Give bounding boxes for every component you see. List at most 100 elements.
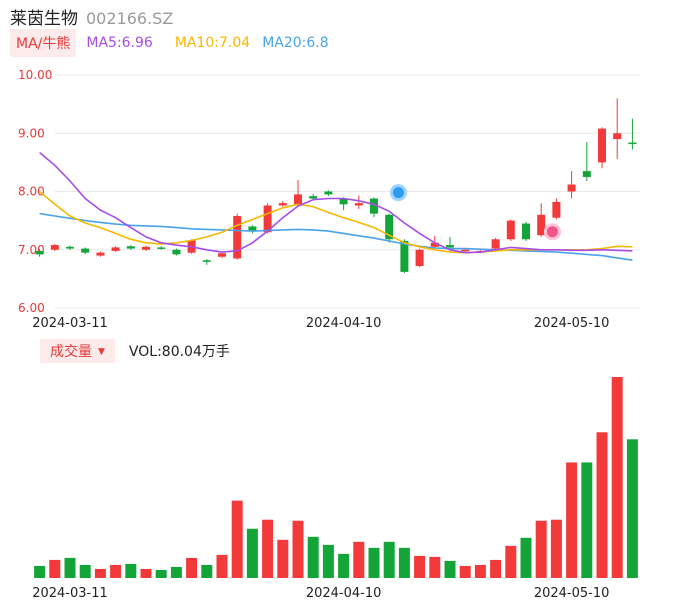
candle-body (537, 214, 546, 236)
volume-legend: 成交量 ▼ VOL:80.04万手 (40, 339, 230, 363)
candle-body (552, 201, 561, 218)
candle-body (370, 198, 378, 214)
price-tick-label: 10.00 (18, 68, 52, 82)
volume-bar (79, 564, 91, 578)
stock-name: 莱茵生物 (10, 9, 78, 29)
title-row: 莱茵生物 002166.SZ (10, 4, 174, 29)
ma5-label: MA5:6.96 (86, 35, 153, 51)
volume-bar (566, 462, 578, 578)
candle-body (567, 184, 576, 192)
price-tick-label: 8.00 (18, 185, 45, 199)
stock-code: 002166.SZ (86, 9, 174, 28)
volume-bar (353, 541, 365, 578)
volume-bar (170, 566, 182, 578)
candle-body (248, 226, 257, 232)
candle-body (598, 128, 606, 163)
date-label: 2024-03-11 (32, 316, 108, 331)
volume-bar (64, 557, 76, 578)
ma20-line (39, 212, 633, 261)
candle-body (446, 245, 454, 248)
candle-body (172, 249, 181, 255)
candle-body (430, 242, 439, 247)
volume-bar (611, 377, 623, 578)
candle-body (81, 248, 90, 253)
volume-bar (277, 539, 289, 578)
volume-bar (110, 564, 122, 578)
event-marker-icon (389, 184, 407, 202)
volume-bar (216, 554, 228, 578)
event-marker-icon (543, 223, 561, 241)
volume-bar (550, 519, 562, 578)
price-tick-label: 6.00 (18, 301, 45, 315)
volume-bar (596, 432, 608, 578)
volume-bar (535, 520, 547, 578)
volume-bar (125, 563, 137, 578)
volume-bar (201, 564, 213, 578)
candle-body (35, 250, 44, 255)
candle-body (506, 220, 515, 240)
date-label: 2024-05-10 (534, 586, 610, 601)
volume-bar (490, 559, 502, 578)
candle-body (50, 245, 59, 250)
volume-bar (34, 565, 46, 578)
volume-bar (231, 500, 243, 578)
date-label: 2024-05-10 (534, 316, 610, 331)
volume-bar (140, 568, 152, 578)
volume-bar (368, 547, 380, 578)
volume-bar (292, 520, 304, 578)
candle-body (111, 247, 120, 251)
volume-indicator-label: 成交量 (50, 344, 92, 360)
volume-bar (155, 569, 167, 578)
candle-body (96, 252, 105, 256)
candle-body (613, 133, 622, 140)
volume-bar (94, 568, 106, 578)
price-tick-label: 7.00 (18, 243, 45, 257)
candle-body (66, 246, 74, 249)
candle-body (461, 249, 470, 252)
volume-bar (444, 560, 456, 578)
candle-body (582, 171, 591, 177)
volume-bar (414, 555, 426, 578)
candle-body (522, 223, 530, 240)
volume-bar (338, 553, 350, 578)
volume-bar (322, 544, 334, 578)
candle-body (354, 203, 363, 206)
candle-body (294, 194, 302, 205)
volume-indicator-button[interactable]: 成交量 ▼ (40, 339, 115, 363)
volume-bar (429, 556, 441, 578)
candle-body (278, 203, 287, 206)
candle-body (339, 198, 348, 205)
candle-body (233, 215, 242, 259)
candle-body (385, 214, 394, 240)
volume-bar (505, 545, 517, 578)
ma-mode-button[interactable]: MA/牛熊 (10, 29, 77, 57)
volume-bar (49, 559, 61, 578)
date-label: 2024-04-10 (306, 316, 382, 331)
candle-body (491, 239, 500, 249)
volume-bar (383, 541, 395, 578)
volume-bar (581, 462, 593, 578)
volume-bar (520, 537, 532, 578)
candle-body (263, 205, 272, 233)
volume-bar (474, 564, 486, 578)
candle-body (202, 260, 211, 262)
volume-bar (262, 519, 274, 578)
candle-body (324, 191, 333, 195)
caret-down-icon: ▼ (98, 347, 105, 357)
volume-bar (186, 557, 198, 578)
candle-body (218, 253, 226, 257)
ma10-label: MA10:7.04 (174, 35, 251, 51)
candle-body (415, 249, 424, 267)
ma5-line (39, 151, 633, 254)
candle-body (126, 246, 135, 249)
volume-bar (459, 565, 471, 578)
date-label: 2024-04-10 (306, 586, 382, 601)
candle-body (142, 246, 150, 250)
ma20-label: MA20:6.8 (262, 35, 329, 51)
volume-bar (626, 439, 638, 578)
candle-body (157, 247, 166, 249)
candle-body (309, 196, 318, 199)
volume-bar (246, 528, 258, 578)
price-tick-label: 9.00 (18, 126, 45, 140)
